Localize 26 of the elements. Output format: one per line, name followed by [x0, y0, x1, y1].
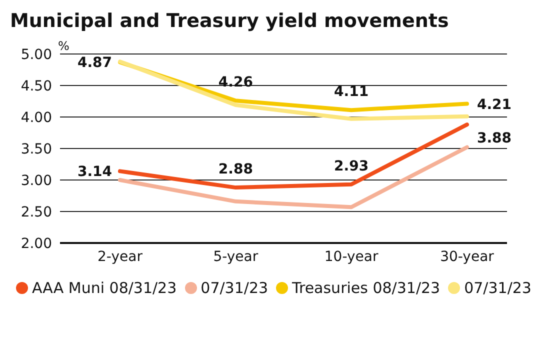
y-tick-label: 5.00 — [20, 46, 52, 63]
y-tick-label: 2.00 — [20, 236, 52, 252]
x-tick-label: 5-year — [213, 248, 258, 265]
legend-label: 07/31/23 — [464, 279, 532, 297]
y-axis-title: % — [58, 39, 70, 53]
y-tick-label: 3.50 — [20, 141, 52, 158]
data-label: 2.88 — [218, 162, 253, 178]
x-tick-label: 30-year — [440, 248, 494, 265]
y-tick-label: 2.50 — [20, 204, 52, 220]
data-label: 4.11 — [334, 84, 369, 100]
line-series — [118, 122, 469, 190]
y-tick-label: 4.50 — [20, 78, 52, 94]
data-label: 4.21 — [477, 96, 512, 113]
data-label: 2.93 — [334, 158, 369, 174]
legend-label: 07/31/23 — [200, 279, 268, 297]
x-tick-label: 2-year — [98, 248, 143, 265]
y-tick-label: 4.00 — [20, 110, 52, 126]
legend-label: AAA Muni 08/31/23 — [32, 279, 177, 297]
chart-title: Municipal and Treasury yield movements — [9, 9, 450, 34]
data-label: 3.14 — [77, 164, 112, 180]
legend-label: Treasuries 08/31/23 — [292, 279, 440, 297]
line-series — [118, 145, 469, 210]
y-tick-label: 3.00 — [20, 172, 52, 189]
data-label: 3.88 — [477, 130, 512, 147]
x-tick-label: 10-year — [324, 248, 378, 265]
data-label: 4.87 — [77, 55, 112, 72]
